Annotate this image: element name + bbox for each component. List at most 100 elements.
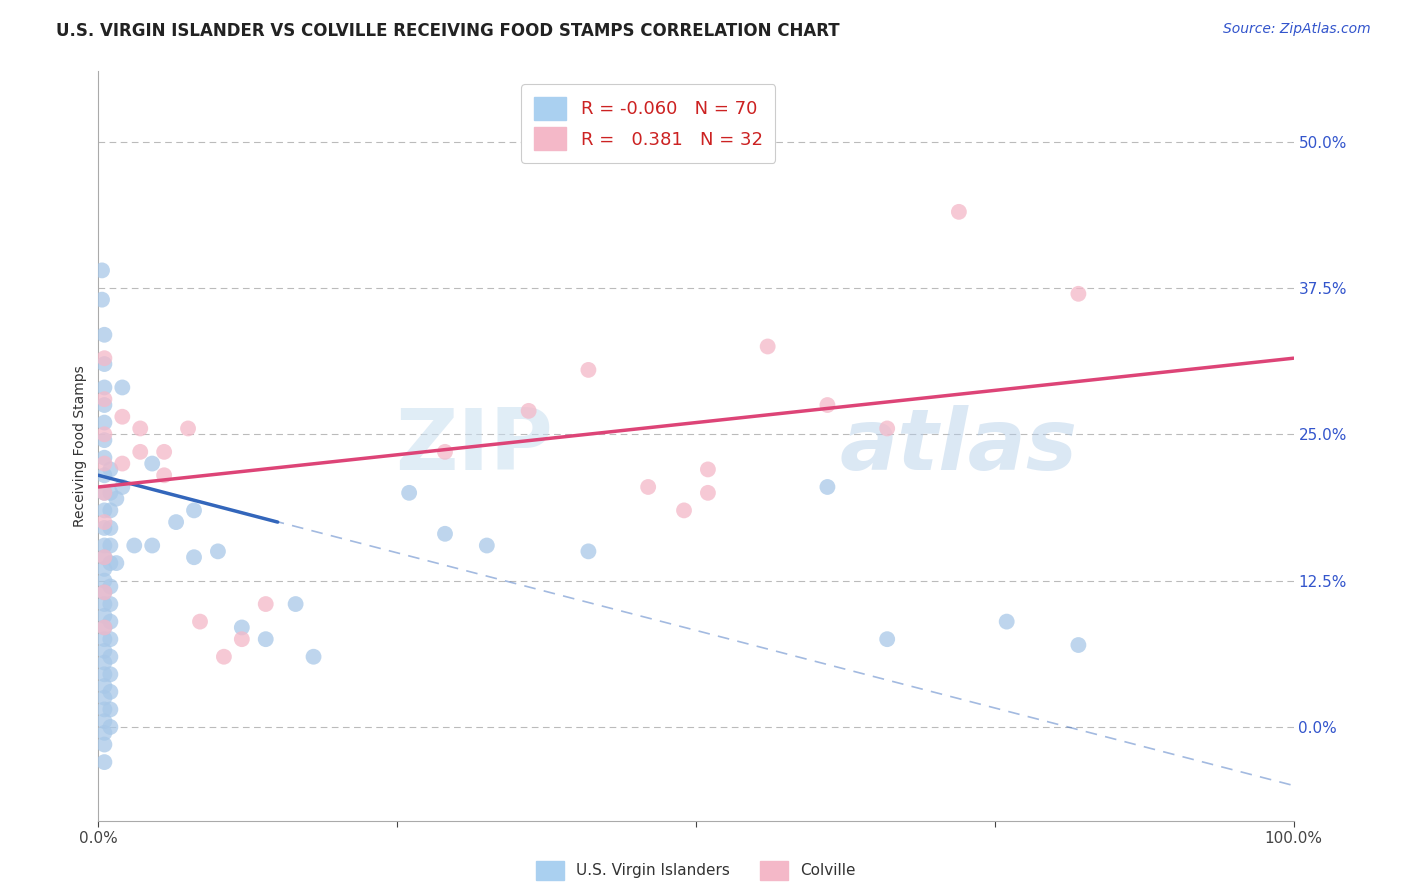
Point (93, 608, 115, 623)
Point (995, 615, 1018, 629)
Point (93, 597, 115, 611)
Point (93, 562, 115, 576)
Point (111, 480, 134, 494)
Point (398, 485, 420, 500)
Point (93, 416, 115, 430)
Point (98, 521, 122, 535)
Point (93, 644, 115, 658)
Text: Source: ZipAtlas.com: Source: ZipAtlas.com (1223, 22, 1371, 37)
Point (93, 351, 115, 366)
Point (98, 580, 122, 594)
Point (177, 421, 200, 435)
Point (697, 462, 720, 476)
Point (93, 433, 115, 447)
Point (93, 392, 115, 407)
Point (98, 649, 122, 664)
Point (98, 503, 122, 517)
Point (93, 457, 115, 471)
Point (165, 515, 187, 529)
Point (153, 468, 176, 483)
Point (93, 574, 115, 588)
Point (188, 615, 211, 629)
Point (876, 632, 898, 647)
Point (93, 726, 115, 740)
Point (756, 339, 779, 353)
Point (637, 480, 659, 494)
Point (475, 539, 498, 553)
Point (817, 480, 839, 494)
Point (93, 357, 115, 371)
Point (93, 398, 115, 412)
Point (129, 421, 152, 435)
Point (111, 409, 134, 424)
Point (948, 205, 970, 219)
Point (93, 702, 115, 716)
Point (212, 649, 235, 664)
Point (231, 632, 253, 647)
Point (207, 544, 229, 558)
Point (98, 556, 122, 570)
Point (93, 485, 115, 500)
Point (697, 485, 720, 500)
Point (254, 632, 277, 647)
Text: atlas: atlas (839, 404, 1077, 488)
Point (673, 503, 696, 517)
Point (93, 656, 115, 670)
Point (98, 485, 122, 500)
Point (93, 679, 115, 693)
Point (93, 450, 115, 465)
Point (93, 468, 115, 483)
Point (434, 526, 457, 541)
Point (93, 550, 115, 565)
Point (93, 620, 115, 634)
Point (817, 398, 839, 412)
Point (93, 503, 115, 517)
Point (93, 632, 115, 647)
Point (98, 702, 122, 716)
Point (93, 620, 115, 634)
Point (1067, 286, 1090, 301)
Point (93, 521, 115, 535)
Point (153, 445, 176, 459)
Point (183, 550, 205, 565)
Point (98, 720, 122, 734)
Point (517, 404, 540, 418)
Point (93, 667, 115, 681)
Point (98, 685, 122, 699)
Point (93, 755, 115, 769)
Point (129, 445, 152, 459)
Point (141, 539, 163, 553)
Point (105, 556, 128, 570)
Point (284, 597, 307, 611)
Point (93, 585, 115, 599)
Point (93, 690, 115, 705)
Point (98, 462, 122, 476)
Point (93, 485, 115, 500)
Point (93, 585, 115, 599)
Point (98, 667, 122, 681)
Point (93, 738, 115, 752)
Point (93, 427, 115, 442)
Point (91, 293, 114, 307)
Point (141, 457, 163, 471)
Point (302, 649, 325, 664)
Point (93, 539, 115, 553)
Point (111, 457, 134, 471)
Point (93, 515, 115, 529)
Point (183, 503, 205, 517)
Point (434, 445, 457, 459)
Point (98, 597, 122, 611)
Point (93, 327, 115, 342)
Legend: U.S. Virgin Islanders, Colville: U.S. Virgin Islanders, Colville (529, 853, 863, 888)
Point (124, 539, 146, 553)
Point (254, 597, 277, 611)
Point (93, 714, 115, 728)
Point (93, 550, 115, 565)
Point (578, 363, 600, 377)
Point (231, 620, 253, 634)
Point (111, 380, 134, 394)
Point (105, 491, 128, 506)
Point (93, 380, 115, 394)
Point (1067, 638, 1090, 652)
Point (876, 421, 898, 435)
